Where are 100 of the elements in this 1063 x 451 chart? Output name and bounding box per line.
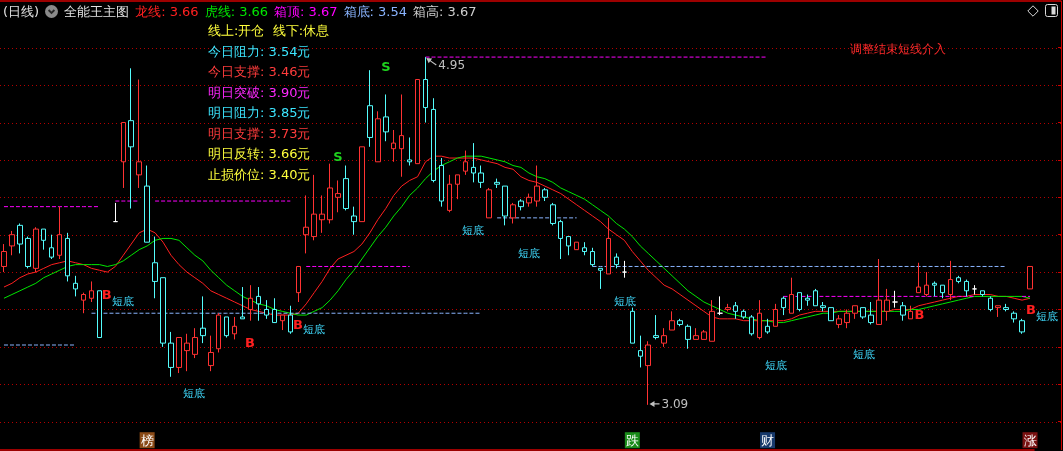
candlestick	[534, 165, 540, 208]
candlestick	[590, 247, 595, 267]
annotation: 明日反转: 3.66元	[208, 145, 311, 163]
candlestick	[57, 206, 62, 260]
annotation: 短底	[518, 246, 540, 260]
chart-subtitle: 全能王主图	[64, 3, 130, 20]
annotation: 短底	[111, 294, 134, 308]
annotation: B	[245, 334, 255, 350]
candlestick	[367, 69, 373, 148]
candlestick	[980, 290, 985, 297]
x-tick-label: 榜	[140, 433, 154, 449]
annotation: 短底	[183, 386, 206, 400]
candlestick	[876, 258, 882, 325]
annotation: B	[101, 286, 112, 302]
candlestick	[940, 284, 945, 299]
candlestick	[653, 314, 659, 340]
candlestick	[478, 165, 484, 189]
candlestick	[144, 165, 150, 243]
candlestick	[216, 312, 221, 353]
candlestick	[248, 284, 253, 322]
candlestick	[741, 308, 746, 320]
annotation: B	[914, 306, 925, 322]
candlestick	[773, 303, 778, 327]
candlestick	[423, 56, 428, 124]
text: 龙线: 3.66	[135, 3, 199, 20]
candlestick	[168, 331, 174, 378]
candlestick	[518, 198, 524, 211]
candlestick	[224, 316, 229, 339]
annotation: 短底	[613, 294, 636, 308]
candlestick	[614, 252, 619, 269]
candlestick	[892, 290, 898, 309]
candlestick	[311, 174, 317, 241]
candlestick	[598, 267, 603, 290]
candlestick	[574, 241, 579, 251]
candlestick	[232, 316, 237, 340]
candlestick	[542, 187, 548, 202]
candlestick	[192, 327, 198, 359]
candlestick	[844, 308, 850, 329]
candlestick	[526, 193, 532, 208]
x-tick-label: 跌	[625, 433, 639, 449]
candlestick	[89, 280, 94, 303]
annotation: 调整结束短线介入	[850, 42, 946, 56]
candlestick	[852, 305, 858, 320]
candlestick	[463, 150, 468, 176]
candlestick	[765, 318, 770, 335]
candlestick	[17, 222, 23, 254]
candlestick	[725, 303, 731, 312]
candlestick	[669, 310, 675, 331]
candlestick	[677, 318, 683, 327]
candlestick	[471, 142, 476, 183]
candlestick	[916, 262, 921, 294]
candlestick	[805, 294, 810, 307]
candlestick	[264, 299, 269, 320]
text: 短底	[1036, 309, 1058, 323]
candlestick	[176, 337, 182, 374]
candlestick	[335, 179, 341, 213]
candlestick	[81, 292, 86, 314]
candlestick	[622, 260, 627, 279]
candlestick	[121, 122, 126, 189]
candlestick	[606, 217, 611, 275]
candlestick	[256, 286, 261, 322]
candlestick	[447, 174, 452, 213]
candlestick	[566, 236, 571, 256]
candlestick	[717, 295, 723, 316]
candlestick	[988, 295, 993, 312]
candlestick	[375, 110, 381, 163]
candlestick	[558, 219, 563, 260]
candlestick	[638, 335, 643, 368]
candlestick	[1003, 303, 1009, 312]
candlestick	[789, 277, 794, 314]
annotation: 短底	[852, 347, 875, 361]
candlestick	[757, 299, 762, 340]
x-tick-label: 涨	[1023, 433, 1037, 449]
candlestick	[160, 277, 166, 348]
candlestick	[1011, 310, 1017, 324]
candlestick	[439, 157, 444, 208]
candlestick	[995, 305, 1001, 318]
candlestick	[319, 194, 325, 234]
candlestick	[900, 301, 906, 322]
candlestick	[351, 206, 357, 236]
candlestick	[391, 129, 396, 163]
candlestick	[152, 236, 158, 299]
candlestick	[820, 301, 826, 312]
candlestick	[383, 93, 389, 142]
candlestick	[33, 226, 39, 273]
candlestick	[860, 307, 866, 320]
candlestick	[208, 335, 214, 372]
candlestick	[200, 295, 206, 344]
candlestick	[41, 228, 46, 251]
candlestick	[25, 236, 31, 269]
candlestick	[884, 288, 890, 322]
candlestick	[359, 146, 365, 223]
candlestick	[781, 295, 786, 316]
candlestick	[924, 271, 929, 297]
annotation: 箱高: 3.67	[413, 3, 477, 20]
candlestick	[964, 279, 969, 297]
candlestick	[9, 230, 15, 256]
candlestick	[1, 243, 7, 273]
candlestick	[836, 314, 842, 329]
candlestick	[749, 314, 754, 337]
